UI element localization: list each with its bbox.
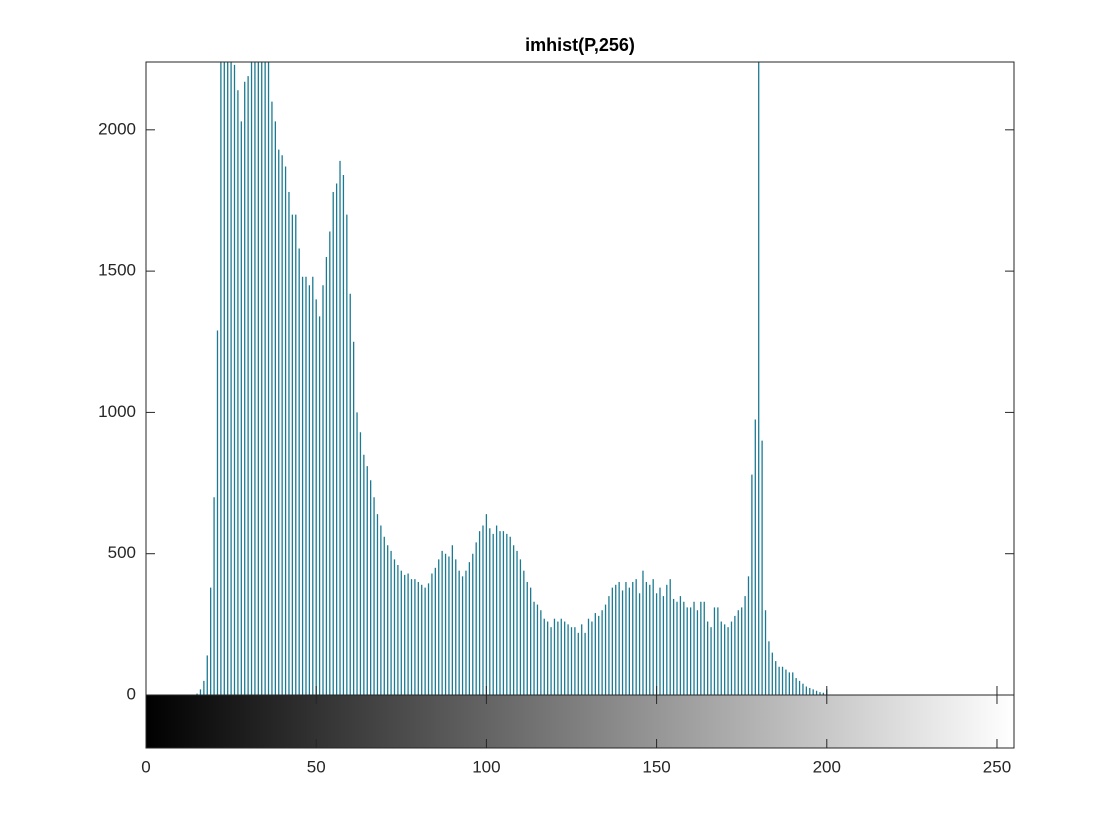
x-tick-label: 100	[472, 757, 500, 776]
x-tick-label: 150	[642, 757, 670, 776]
x-tick-label: 200	[813, 757, 841, 776]
y-tick-label: 1500	[98, 261, 136, 280]
y-tick-label: 2000	[98, 119, 136, 138]
x-tick-label: 250	[983, 757, 1011, 776]
stems	[196, 62, 828, 695]
y-tick-label: 0	[127, 684, 136, 703]
x-tick-label: 50	[307, 757, 326, 776]
colorbar	[145, 694, 1015, 749]
x-tick-label: 0	[141, 757, 150, 776]
y-tick-label: 1000	[98, 402, 136, 421]
y-tick-label: 500	[108, 543, 136, 562]
chart-title: imhist(P,256)	[525, 35, 635, 55]
